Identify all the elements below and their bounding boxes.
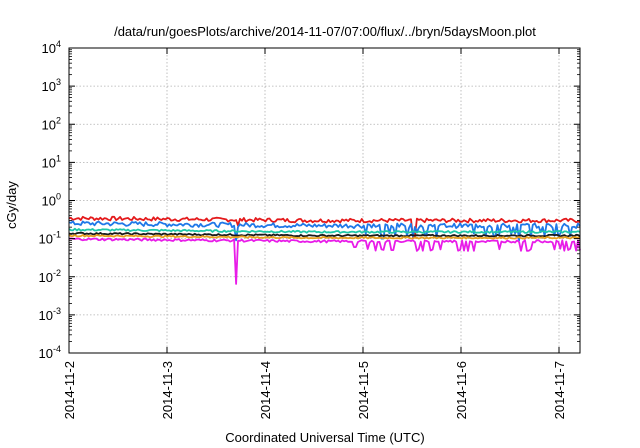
grid xyxy=(69,48,580,353)
series-line xyxy=(68,227,581,234)
x-tick-label: 2014-11-6 xyxy=(454,361,469,419)
series-lines xyxy=(68,215,581,285)
series-line xyxy=(68,215,581,238)
y-tick-label: 10-2 xyxy=(39,268,61,285)
series-line xyxy=(68,231,581,238)
chart-title: /data/run/goesPlots/archive/2014-11-07/0… xyxy=(114,24,536,39)
y-tick-label: 10-3 xyxy=(39,306,61,323)
series-line xyxy=(68,234,581,240)
y-tick-label: 101 xyxy=(42,153,61,170)
x-tick-label: 2014-11-5 xyxy=(356,361,371,419)
x-axis-label: Coordinated Universal Time (UTC) xyxy=(225,430,424,445)
y-tick-label: 10-4 xyxy=(39,344,61,361)
y-tick-label: 102 xyxy=(42,115,61,132)
y-axis: 104 103 102 101 100 10-1 10-2 10-3 10-4 xyxy=(39,39,580,361)
y-tick-label: 100 xyxy=(42,192,61,209)
series-line xyxy=(68,237,581,285)
y-tick-label: 104 xyxy=(42,39,61,56)
x-axis: 2014-11-2 2014-11-3 2014-11-4 2014-11-5 2014… xyxy=(62,48,567,419)
x-tick-label: 2014-11-3 xyxy=(160,361,175,419)
x-tick-label: 2014-11-4 xyxy=(258,361,273,419)
y-tick-label: 103 xyxy=(42,77,61,94)
x-tick-label: 2014-11-7 xyxy=(552,361,567,419)
y-axis-label: cGy/day xyxy=(4,181,19,229)
y-tick-label: 10-1 xyxy=(39,230,61,247)
x-tick-label: 2014-11-2 xyxy=(62,361,77,419)
